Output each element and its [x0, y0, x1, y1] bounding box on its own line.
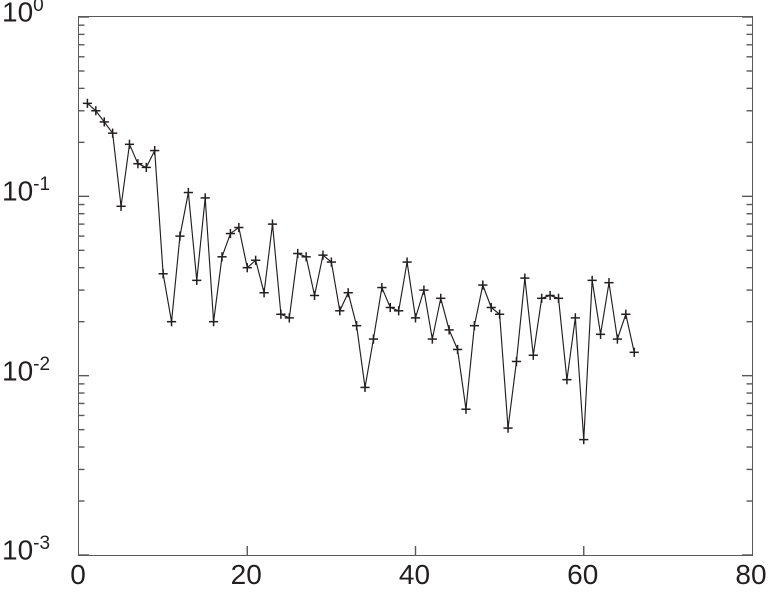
y-tick-mantissa: 10	[2, 354, 34, 386]
plot-svg	[79, 17, 752, 555]
y-tick-label: 10-3	[2, 533, 50, 566]
y-tick-mantissa: 10	[2, 534, 34, 566]
x-axis-ticks-bottom	[246, 546, 585, 555]
y-tick-label: 100	[2, 0, 44, 28]
x-tick-label: 40	[398, 559, 431, 590]
y-tick-mantissa: 10	[2, 175, 34, 207]
x-tick-label: 80	[735, 559, 767, 590]
y-tick-label: 10-1	[2, 174, 50, 207]
y-axis-ticks-right	[742, 17, 752, 555]
x-tick-label: 20	[230, 559, 262, 590]
y-tick-exponent: -1	[33, 174, 51, 196]
y-tick-exponent: -3	[33, 533, 51, 554]
y-tick-exponent: -2	[33, 353, 51, 375]
plot-area	[78, 16, 753, 556]
y-tick-mantissa: 10	[2, 0, 34, 28]
x-tick-label: 60	[567, 559, 599, 590]
y-tick-exponent: 0	[33, 0, 44, 16]
data-point-markers	[82, 98, 639, 445]
data-series-line	[87, 102, 635, 440]
x-tick-label: 0	[70, 559, 86, 590]
y-tick-label: 10-2	[2, 354, 50, 387]
y-axis-ticks-left	[79, 17, 89, 555]
